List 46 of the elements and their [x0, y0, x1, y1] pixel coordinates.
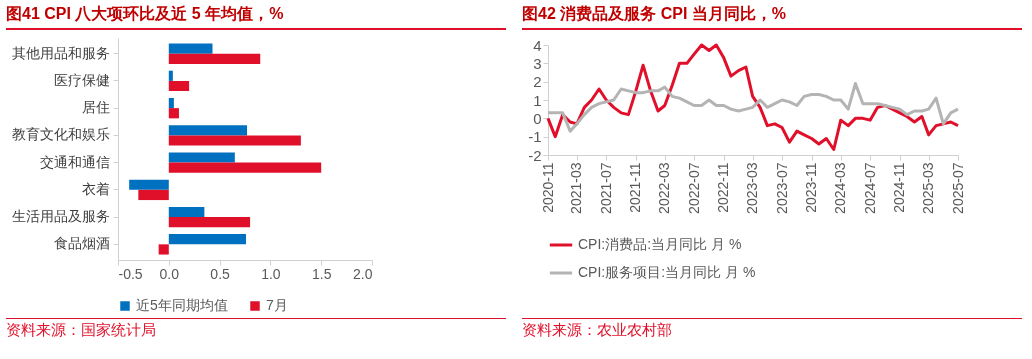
chart-title: 图41 CPI 八大项环比及近 5 年均值，%: [6, 2, 506, 30]
y-tick-label: 交通和通信: [39, 153, 110, 170]
x-tick-label: 2022-07: [685, 162, 702, 214]
x-tick-label: 2022-03: [656, 162, 673, 214]
x-tick-label: 2024-11: [891, 162, 908, 213]
y-tick-label: -1: [528, 128, 542, 146]
x-tick-label: 0.5: [210, 265, 231, 282]
y-tick-label: 医疗保健: [53, 71, 110, 88]
legend-label: 7月: [266, 297, 288, 313]
x-tick-label: 2020-11: [539, 162, 556, 213]
legend-label: CPI:消费品:当月同比 月 %: [578, 236, 742, 252]
x-tick-label: 0.0: [159, 265, 180, 282]
x-tick-label: 2024-03: [832, 162, 849, 214]
legend-label: CPI:服务项目:当月同比 月 %: [578, 264, 756, 280]
x-tick-label: 2024-07: [861, 162, 878, 214]
y-tick-label: 3: [533, 54, 542, 72]
y-tick-label: 生活用品及服务: [11, 208, 110, 225]
y-tick-label: 0: [533, 109, 542, 127]
x-tick-label: 2.0: [353, 265, 373, 282]
y-tick-label: 2: [533, 73, 542, 91]
line-series: [546, 43, 960, 151]
y-tick-label: 教育文化和娱乐: [11, 126, 110, 143]
x-tick-label: -0.5: [118, 265, 143, 282]
x-tick-label: 2021-03: [568, 162, 585, 214]
y-tick-label: -2: [528, 146, 542, 164]
y-tick-label: 居住: [81, 99, 110, 116]
x-tick-label: 1.0: [261, 265, 281, 282]
y-tick-label: 衣着: [81, 180, 110, 197]
x-tick-label: 2021-07: [597, 162, 614, 214]
x-tick-label: 2022-11: [715, 162, 732, 213]
y-tick-label: 4: [533, 36, 542, 54]
chart-title: 图42 消费品及服务 CPI 当月同比，%: [522, 2, 1022, 30]
text: 资料来源：国家统计局: [6, 318, 506, 340]
x-tick-label: 2023-11: [803, 162, 820, 213]
y-tick-label: 其他用品和服务: [11, 44, 110, 61]
x-tick-label: 2021-11: [627, 162, 644, 213]
text: 资料来源：农业农村部: [522, 318, 1022, 340]
x-tick-label: 2025-07: [949, 162, 966, 214]
x-tick-label: 2025-03: [920, 162, 937, 214]
legend-label: 近5年同期均值: [136, 297, 228, 313]
y-tick-label: 1: [533, 91, 542, 109]
line-series: [546, 82, 960, 133]
x-tick-label: 2023-07: [773, 162, 790, 214]
y-tick-label: 食品烟酒: [53, 235, 110, 252]
x-tick-label: 2023-03: [744, 162, 761, 214]
x-tick-label: 1.5: [311, 265, 332, 282]
